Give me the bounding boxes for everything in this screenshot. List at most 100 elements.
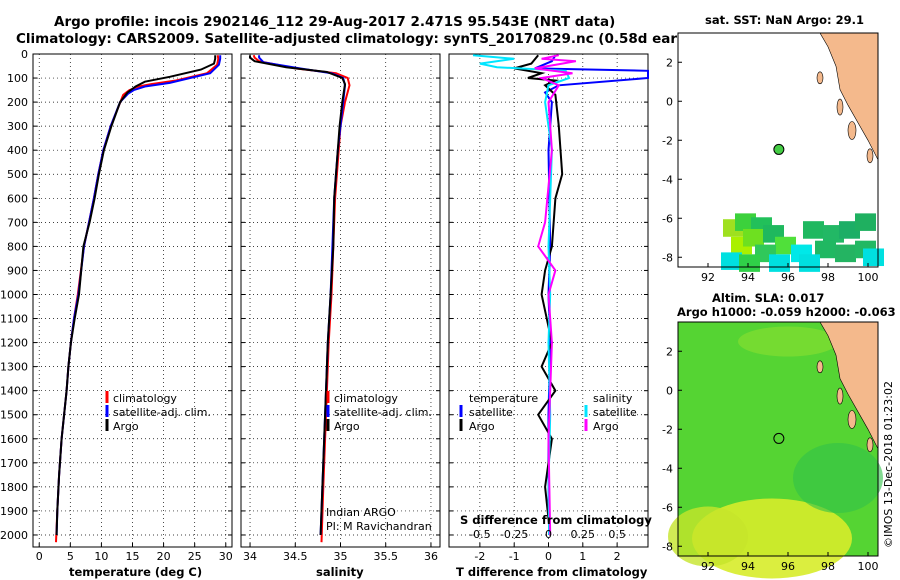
- depth-tick-label: 1500: [0, 409, 28, 422]
- depth-tick-label: 0: [21, 48, 28, 61]
- map-x-tick-label: 96: [781, 271, 795, 284]
- land-island: [836, 387, 844, 405]
- salinity-xlabel: salinity: [316, 565, 364, 579]
- x-tick-label: 20: [157, 550, 171, 563]
- map-x-tick-label: 100: [858, 560, 879, 573]
- sst-cell: [743, 228, 764, 247]
- x-tick-label: 30: [219, 550, 233, 563]
- map-y-tick-label: -6: [662, 212, 673, 225]
- x-tick-label-s: 0.5: [608, 528, 626, 541]
- x-tick-label: 10: [94, 550, 108, 563]
- map-y-tick-label: -2: [662, 134, 673, 147]
- sst-cell: [735, 213, 756, 231]
- sst-cell: [769, 254, 790, 272]
- map-x-tick-label: 98: [821, 271, 835, 284]
- sst-cell: [803, 221, 824, 239]
- x-tick-label-s: -0.25: [500, 528, 528, 541]
- land-island: [816, 360, 824, 374]
- map-y-tick-label: 0: [666, 384, 673, 397]
- x-tick-label: 2: [614, 550, 621, 563]
- title-line-2: Climatology: CARS2009. Satellite-adjuste…: [16, 31, 708, 47]
- map-frame: [677, 32, 879, 268]
- depth-tick-label: 800: [7, 240, 28, 253]
- legend-label-climatology: climatology: [113, 392, 177, 405]
- map-y-tick-label: -8: [662, 251, 673, 264]
- map-x-tick-label: 92: [701, 560, 715, 573]
- series-line-argo: [55, 55, 217, 536]
- legend-label-t-argo: Argo: [469, 420, 495, 433]
- x-tick-label: 35.5: [373, 550, 398, 563]
- argo-position-marker: [773, 143, 785, 155]
- x-tick-label: 1: [579, 550, 586, 563]
- land-island: [816, 71, 824, 85]
- depth-tick-label: 1100: [0, 313, 28, 326]
- sst-cell: [835, 244, 856, 263]
- legend-label-argo: Argo: [334, 420, 360, 433]
- legend-label-s-satellite: satellite: [593, 406, 637, 419]
- pi-label: PI: M Ravichandran: [326, 520, 432, 533]
- sla-high-patch: [668, 506, 748, 567]
- depth-tick-label: 1300: [0, 361, 28, 374]
- map-y-tick-label: 0: [666, 95, 673, 108]
- temperature-xlabel: temperature (deg C): [69, 565, 202, 579]
- x-tick-label: 0: [36, 550, 43, 563]
- x-tick-label: -2: [474, 550, 485, 563]
- land-island: [866, 148, 874, 164]
- sst-map-title: sat. SST: NaN Argo: 29.1: [705, 13, 864, 27]
- depth-tick-label: 1400: [0, 385, 28, 398]
- depth-tick-label: 2000: [0, 529, 28, 542]
- depth-tick-label: 1700: [0, 457, 28, 470]
- land-island: [866, 437, 874, 453]
- depth-tick-label: 400: [7, 144, 28, 157]
- depth-tick-label: 1900: [0, 505, 28, 518]
- x-tick-label: 25: [188, 550, 202, 563]
- x-tick-label-s: -0.5: [469, 528, 490, 541]
- legend-label-t-satellite: satellite: [469, 406, 513, 419]
- depth-tick-label: 100: [7, 72, 28, 85]
- depth-tick-label: 1600: [0, 433, 28, 446]
- sst-map: 92 94 96 98 100 2 0 -2 -4 -6 -8: [662, 32, 884, 284]
- x-tick-label: 0: [545, 550, 552, 563]
- sst-cell: [863, 248, 884, 267]
- x-tick-label: 5: [67, 550, 74, 563]
- x-tick-label: 15: [126, 550, 140, 563]
- map-y-tick-label: 2: [666, 345, 673, 358]
- argo-position-marker: [773, 432, 785, 444]
- series-line-s-argo: [534, 54, 577, 536]
- land-island: [847, 121, 857, 140]
- legend-title-temperature: temperature: [469, 392, 538, 405]
- map-y-tick-label: -6: [662, 501, 673, 514]
- land-island: [836, 98, 844, 116]
- map-x-tick-label: 96: [781, 560, 795, 573]
- difference-legend: temperature satellite Argo salinity sate…: [459, 392, 637, 433]
- legend-label-s-argo: Argo: [593, 420, 619, 433]
- depth-tick-label: 200: [7, 96, 28, 109]
- map-y-tick-label: 2: [666, 56, 673, 69]
- map-x-tick-label: 94: [741, 560, 755, 573]
- sla-low-patch: [793, 443, 883, 513]
- salinity-legend: climatology satellite-adj. clim. Argo: [326, 391, 432, 433]
- x-tick-label: -1: [509, 550, 520, 563]
- land-island: [847, 410, 857, 429]
- title-line-1: Argo profile: incois 2902146_112 29-Aug-…: [54, 14, 615, 30]
- series-line-climatology: [55, 55, 220, 543]
- depth-tick-label: 300: [7, 120, 28, 133]
- legend-label-satellite: satellite-adj. clim.: [113, 406, 211, 419]
- difference-xlabel: T difference from climatology: [456, 565, 648, 579]
- imos-credit: ©IMOS 13-Dec-2018 01:23:02: [882, 381, 895, 548]
- series-line-argo: [249, 55, 347, 536]
- depth-tick-label: 600: [7, 192, 28, 205]
- sst-cell: [823, 225, 844, 243]
- x-tick-label: 36: [424, 550, 438, 563]
- series-line-t-satellite: [534, 54, 649, 536]
- temperature-legend: climatology satellite-adj. clim. Argo: [105, 391, 211, 433]
- map-x-tick-label: 98: [821, 560, 835, 573]
- legend-label-argo: Argo: [113, 420, 139, 433]
- sst-cell: [839, 221, 860, 239]
- indian-argo-label: Indian ARGO: [326, 506, 396, 519]
- depth-tick-label: 1000: [0, 288, 28, 301]
- depth-tick-label: 700: [7, 216, 28, 229]
- sla-mid-patch: [738, 326, 838, 357]
- x-tick-label-s: 0: [545, 528, 552, 541]
